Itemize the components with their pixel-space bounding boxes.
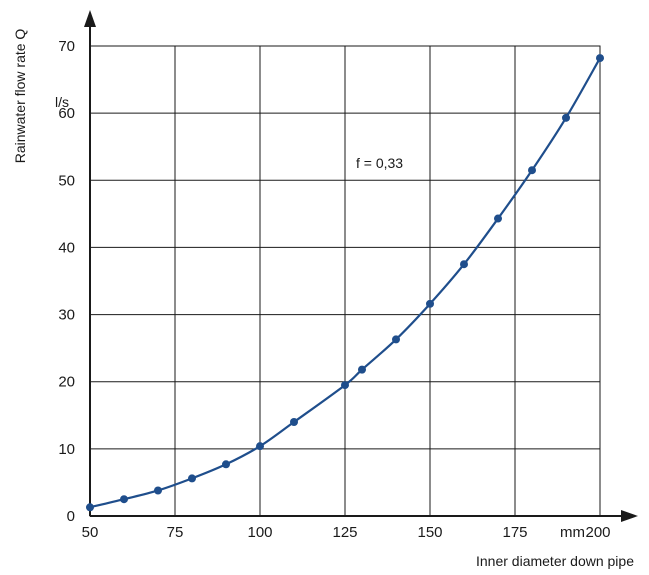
y-tick-label: 60	[58, 105, 75, 122]
data-point	[460, 260, 468, 269]
data-point	[494, 214, 502, 223]
x-tick-labels: 50 75 100 125 150 175 200	[82, 524, 611, 541]
data-point	[596, 54, 604, 63]
data-point	[222, 460, 230, 469]
x-tick-label: 75	[167, 524, 184, 541]
y-axis-arrow-icon	[84, 10, 96, 27]
data-point	[86, 503, 94, 512]
y-tick-label: 40	[58, 239, 75, 256]
data-point	[341, 381, 349, 390]
x-tick-label: 100	[247, 524, 272, 541]
x-axis-arrow-icon	[621, 510, 638, 522]
data-point	[528, 166, 536, 175]
x-axis-unit: mm	[560, 524, 585, 541]
y-tick-label: 50	[58, 172, 75, 189]
data-point	[290, 418, 298, 426]
data-point	[188, 474, 196, 483]
data-point	[392, 335, 400, 344]
y-tick-label: 0	[67, 508, 75, 525]
series-line-0	[89, 57, 601, 509]
y-axis-unit: l/s	[55, 94, 69, 110]
y-tick-label: 30	[58, 307, 75, 324]
grid	[89, 45, 601, 517]
data-point	[256, 442, 264, 451]
y-tick-labels: 0 10 20 30 40 50 60 70	[58, 38, 75, 525]
x-tick-label: 125	[332, 524, 357, 541]
x-tick-label: 50	[82, 524, 99, 541]
y-tick-label: 10	[58, 441, 75, 458]
x-tick-label: 150	[417, 524, 442, 541]
data-point	[358, 365, 366, 374]
x-tick-label: 175	[502, 524, 527, 541]
data-point	[562, 113, 570, 122]
x-tick-label: 200	[585, 524, 610, 541]
data-point	[154, 486, 162, 495]
y-tick-label: 20	[58, 374, 75, 391]
y-tick-label: 70	[58, 38, 75, 55]
data-point	[426, 299, 434, 308]
y-axis-label: Rainwater flow rate Q	[12, 29, 28, 164]
series-group	[86, 54, 604, 512]
data-point	[120, 495, 128, 504]
x-axis-label: Inner diameter down pipe	[476, 553, 634, 569]
curve-annotation: f = 0,33	[356, 155, 403, 171]
